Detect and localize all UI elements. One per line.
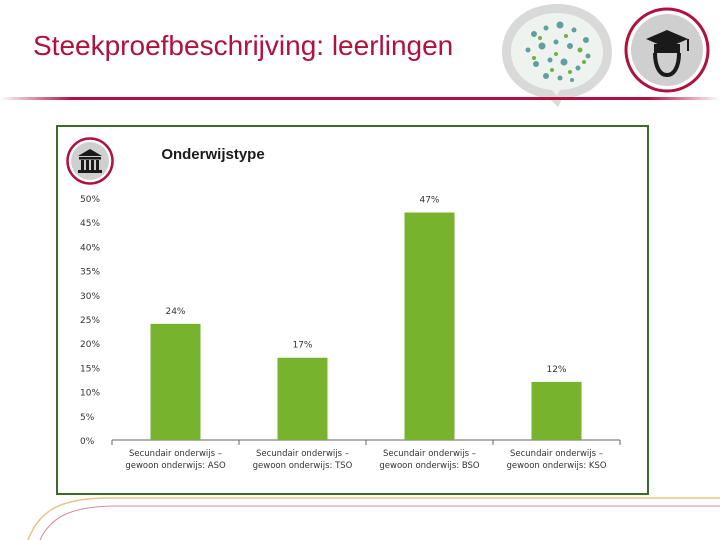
data-label: 24% [165, 307, 185, 317]
x-tick-label: gewoon onderwijs: BSO [379, 461, 480, 471]
x-tick-label: gewoon onderwijs: KSO [506, 461, 606, 471]
data-label: 17% [292, 341, 312, 351]
x-tick-label: Secundair onderwijs – [129, 449, 222, 459]
bar [404, 212, 455, 440]
data-label: 12% [546, 365, 566, 375]
bar [150, 323, 201, 440]
y-tick-label: 40% [80, 243, 100, 253]
y-tick-label: 20% [80, 340, 100, 350]
x-tick-label: Secundair onderwijs – [383, 449, 476, 459]
y-tick-label: 10% [80, 389, 100, 399]
corner-decoration [27, 497, 720, 540]
title-divider [0, 97, 720, 100]
x-tick-label: Secundair onderwijs – [510, 449, 603, 459]
slide-title: Steekproefbeschrijving: leerlingen [33, 30, 454, 61]
word-cloud-bubble-icon [502, 4, 612, 107]
chart-title: Onderwijstype [161, 146, 264, 163]
y-tick-label: 45% [80, 219, 100, 229]
y-tick-label: 0% [80, 437, 95, 447]
graduate-head-icon [624, 7, 710, 93]
data-label: 47% [419, 196, 439, 206]
y-tick-label: 15% [80, 364, 100, 374]
y-tick-label: 5% [80, 413, 95, 423]
x-tick-label: gewoon onderwijs: ASO [125, 461, 226, 471]
bar [277, 357, 328, 440]
y-tick-label: 35% [80, 268, 100, 278]
institution-building-icon [66, 137, 114, 185]
y-tick-label: 25% [80, 316, 100, 326]
x-tick-label: gewoon onderwijs: TSO [253, 461, 353, 471]
y-tick-label: 30% [80, 292, 100, 302]
y-tick-label: 50% [80, 195, 100, 205]
bar [531, 381, 582, 440]
x-tick-label: Secundair onderwijs – [256, 449, 349, 459]
